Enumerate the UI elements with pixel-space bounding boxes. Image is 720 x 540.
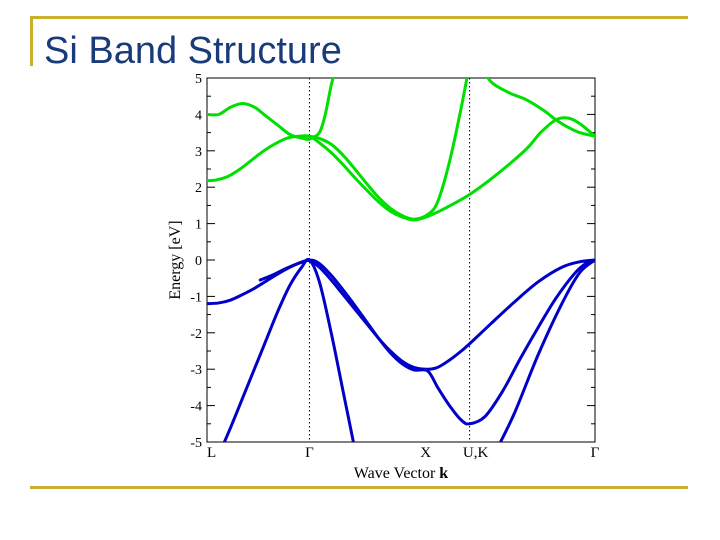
title-rule-top — [30, 16, 688, 19]
x-axis-label-bold: k — [439, 465, 448, 482]
plot-frame — [206, 77, 596, 443]
y-tick-label: -2 — [190, 327, 202, 342]
band-line-3 — [300, 78, 469, 221]
band-line-2 — [207, 78, 335, 141]
y-tick-labels: 5 4 3 2 1 0 -1 -2 -3 -4 -5 — [190, 72, 202, 451]
y-tick-label: -5 — [190, 436, 202, 451]
band-line-8 — [498, 258, 595, 442]
y-tick-label: 5 — [195, 72, 202, 87]
y-axis-label: Energy [eV] — [167, 220, 184, 299]
x-tick-label: X — [420, 445, 431, 461]
x-tick-label: Γ — [305, 445, 314, 461]
footer-rule — [30, 486, 688, 489]
slide-title: Si Band Structure — [44, 30, 342, 72]
band-line-4 — [485, 78, 595, 138]
y-tick-label: 0 — [195, 254, 202, 269]
y-tick-label: -1 — [190, 290, 202, 305]
x-axis-label-text: Wave Vector — [354, 465, 436, 482]
ticks — [207, 77, 595, 443]
y-tick-label: -3 — [190, 363, 202, 378]
y-tick-label: -4 — [190, 400, 202, 415]
band-line-5 — [207, 258, 595, 371]
x-tick-label: U,K — [463, 445, 489, 461]
band-line-1 — [207, 116, 595, 222]
high-symmetry-lines — [308, 78, 471, 442]
bands — [207, 78, 595, 442]
band-line-7 — [222, 257, 355, 442]
band-line-6 — [258, 258, 595, 426]
y-tick-label: 3 — [195, 145, 202, 160]
y-tick-label: 4 — [195, 108, 202, 123]
x-tick-labels: L Γ X U,K Γ — [207, 445, 600, 461]
title-rule-left — [30, 16, 33, 66]
x-axis-label: Wave Vector k — [354, 465, 449, 482]
x-tick-label: Γ — [591, 445, 600, 461]
x-tick-label: L — [207, 445, 216, 461]
y-tick-label: 1 — [195, 218, 202, 233]
y-tick-label: 2 — [195, 181, 202, 196]
